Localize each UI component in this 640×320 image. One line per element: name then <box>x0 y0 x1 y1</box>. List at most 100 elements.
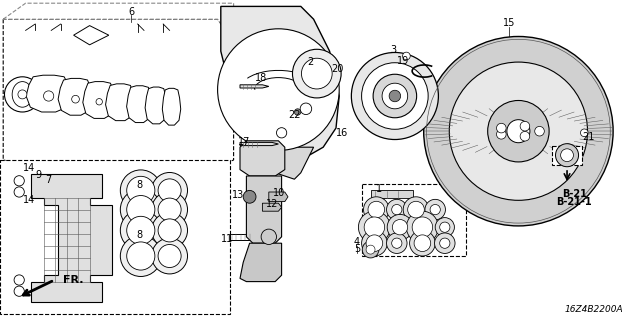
Text: 12: 12 <box>266 199 278 209</box>
Circle shape <box>152 238 188 274</box>
Text: 22: 22 <box>288 110 301 120</box>
Circle shape <box>364 217 385 237</box>
Circle shape <box>243 190 256 203</box>
Circle shape <box>535 126 545 136</box>
Circle shape <box>580 129 588 137</box>
Circle shape <box>368 201 385 218</box>
Text: 14: 14 <box>23 195 36 205</box>
Text: 6: 6 <box>128 7 134 17</box>
Circle shape <box>406 211 438 243</box>
Text: 10: 10 <box>273 188 285 198</box>
Circle shape <box>364 197 389 222</box>
Circle shape <box>120 170 161 211</box>
Circle shape <box>389 90 401 102</box>
Circle shape <box>362 230 387 256</box>
Circle shape <box>424 36 613 226</box>
Text: 13: 13 <box>232 190 244 200</box>
Circle shape <box>14 286 24 296</box>
Text: 16: 16 <box>336 128 349 138</box>
Circle shape <box>403 52 410 60</box>
Text: 16Z4B2200A: 16Z4B2200A <box>564 305 623 314</box>
Circle shape <box>414 235 431 252</box>
Circle shape <box>158 219 181 242</box>
Circle shape <box>158 179 181 202</box>
Polygon shape <box>74 26 109 45</box>
Polygon shape <box>221 6 339 160</box>
Circle shape <box>127 242 155 270</box>
Polygon shape <box>26 75 71 112</box>
Text: 21: 21 <box>582 132 595 142</box>
Text: 2: 2 <box>307 57 314 68</box>
Circle shape <box>425 199 445 220</box>
Polygon shape <box>266 147 314 179</box>
Circle shape <box>120 189 161 230</box>
Circle shape <box>392 220 408 235</box>
Circle shape <box>387 214 413 240</box>
Circle shape <box>362 63 428 129</box>
Circle shape <box>410 230 435 256</box>
Circle shape <box>18 90 27 99</box>
Circle shape <box>120 236 161 276</box>
Text: B-21: B-21 <box>562 188 586 199</box>
Circle shape <box>292 49 341 98</box>
Circle shape <box>152 172 188 208</box>
Text: 19: 19 <box>397 56 410 67</box>
Circle shape <box>382 83 408 109</box>
Text: 20: 20 <box>332 64 344 74</box>
Text: 1: 1 <box>376 184 382 194</box>
Circle shape <box>373 74 417 118</box>
Polygon shape <box>31 174 112 302</box>
Circle shape <box>127 216 155 244</box>
Circle shape <box>430 204 440 215</box>
Circle shape <box>366 245 375 254</box>
Circle shape <box>44 91 54 101</box>
Circle shape <box>120 210 161 251</box>
Circle shape <box>497 130 506 139</box>
Text: B-21-1: B-21-1 <box>556 196 592 207</box>
Circle shape <box>387 233 407 253</box>
Bar <box>362 184 466 256</box>
Circle shape <box>556 144 579 167</box>
Text: 17: 17 <box>238 137 251 148</box>
Ellipse shape <box>4 77 40 112</box>
Ellipse shape <box>12 82 33 107</box>
Polygon shape <box>246 176 282 243</box>
Circle shape <box>507 120 530 143</box>
Polygon shape <box>240 142 278 146</box>
Bar <box>552 146 582 165</box>
Circle shape <box>127 196 155 224</box>
Circle shape <box>362 241 379 258</box>
Circle shape <box>561 149 573 162</box>
Circle shape <box>261 229 276 244</box>
Circle shape <box>449 62 588 200</box>
Circle shape <box>358 211 390 243</box>
Text: 14: 14 <box>23 163 36 173</box>
Circle shape <box>440 238 450 248</box>
Polygon shape <box>163 88 180 125</box>
Circle shape <box>387 199 407 220</box>
Text: 5: 5 <box>354 244 360 254</box>
Circle shape <box>218 29 339 150</box>
Circle shape <box>435 233 455 253</box>
Text: FR.: FR. <box>63 275 83 285</box>
Polygon shape <box>240 141 285 176</box>
Circle shape <box>72 95 79 103</box>
Text: 9: 9 <box>35 170 42 180</box>
Circle shape <box>497 123 506 133</box>
Circle shape <box>392 204 402 215</box>
Text: 8: 8 <box>136 180 143 190</box>
Circle shape <box>520 121 530 131</box>
Text: 15: 15 <box>502 18 515 28</box>
Circle shape <box>127 176 155 204</box>
Circle shape <box>294 109 301 115</box>
Circle shape <box>440 222 450 232</box>
Circle shape <box>152 192 188 228</box>
Text: 8: 8 <box>136 230 143 240</box>
Circle shape <box>276 128 287 138</box>
Circle shape <box>412 217 433 237</box>
Circle shape <box>435 218 454 237</box>
Circle shape <box>392 238 402 248</box>
Circle shape <box>14 176 24 186</box>
Polygon shape <box>3 3 234 42</box>
Circle shape <box>300 103 312 115</box>
